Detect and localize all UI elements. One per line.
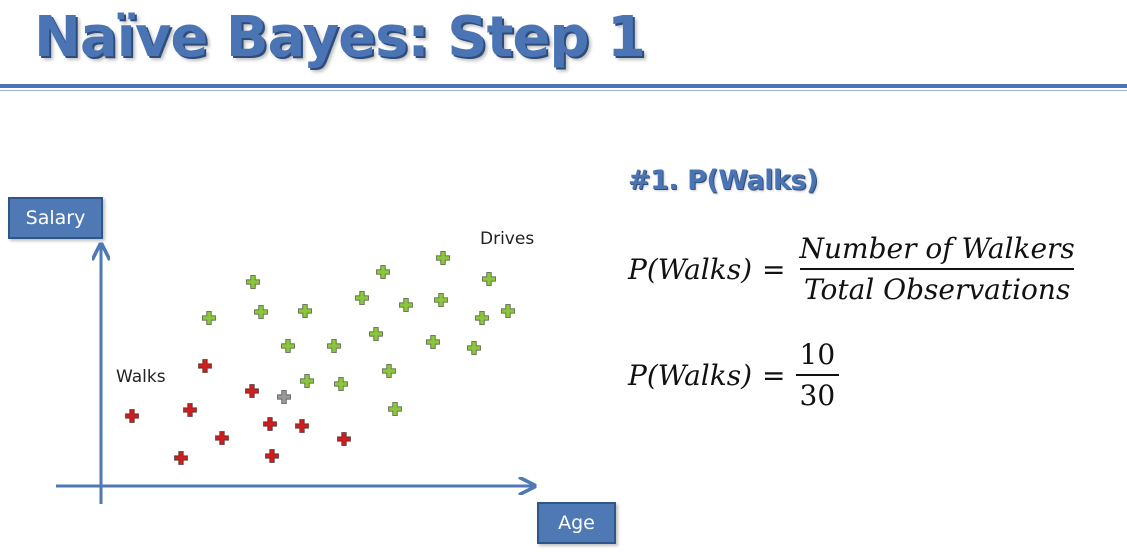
formula-lhs: P(Walks) (628, 252, 753, 286)
walks-point-plus-icon (215, 431, 229, 445)
drives-point-plus-icon (369, 327, 383, 341)
walks-point-plus-icon (198, 359, 212, 373)
walks-point-plus-icon (337, 432, 351, 446)
step-heading: #1. P(Walks) (628, 165, 818, 196)
title-divider-thin (0, 90, 1127, 91)
drives-point-plus-icon (482, 272, 496, 286)
walks-point-plus-icon (125, 409, 139, 423)
equals-sign: = (762, 252, 786, 286)
drives-point-plus-icon (254, 305, 268, 319)
drives-point-plus-icon (300, 374, 314, 388)
probability-result: P(Walks) = 10 30 (628, 338, 840, 412)
result-numerator: 10 (799, 338, 836, 371)
walks-point-plus-icon (265, 449, 279, 463)
drives-point-plus-icon (246, 275, 260, 289)
equals-sign: = (762, 358, 786, 392)
title-divider (0, 84, 1127, 88)
drives-point-plus-icon (388, 402, 402, 416)
drives-point-plus-icon (281, 339, 295, 353)
slide-title: Naïve Bayes: Step 1 (34, 5, 646, 70)
drives-cluster-label: Drives (480, 229, 535, 249)
walks-point-plus-icon (174, 451, 188, 465)
drives-point-plus-icon (426, 335, 440, 349)
walks-point-plus-icon (245, 384, 259, 398)
walks-point-plus-icon (183, 403, 197, 417)
drives-point-plus-icon (376, 265, 390, 279)
drives-point-plus-icon (202, 311, 216, 325)
drives-point-plus-icon (501, 304, 515, 318)
x-axis-label: Age (537, 502, 616, 544)
drives-point-plus-icon (382, 364, 396, 378)
result-fraction: 10 30 (795, 338, 840, 412)
drives-point-plus-icon (434, 293, 448, 307)
drives-point-plus-icon (399, 298, 413, 312)
new-point-plus-icon (277, 390, 291, 404)
formula-denominator: Total Observations (799, 268, 1075, 306)
y-axis-label: Salary (8, 197, 103, 239)
drives-point-plus-icon (475, 311, 489, 325)
drives-point-plus-icon (334, 377, 348, 391)
walks-cluster-label: Walks (116, 367, 166, 387)
formula-fraction: Number of Walkers Total Observations (796, 232, 1079, 306)
drives-point-plus-icon (436, 251, 450, 265)
drives-point-plus-icon (467, 341, 481, 355)
probability-formula: P(Walks) = Number of Walkers Total Obser… (628, 232, 1079, 306)
walks-point-plus-icon (295, 419, 309, 433)
drives-point-plus-icon (355, 291, 369, 305)
result-lhs: P(Walks) (628, 358, 753, 392)
drives-point-plus-icon (298, 304, 312, 318)
walks-point-plus-icon (263, 417, 277, 431)
drives-point-plus-icon (327, 339, 341, 353)
result-denominator: 30 (795, 374, 840, 412)
formula-numerator: Number of Walkers (799, 232, 1075, 265)
